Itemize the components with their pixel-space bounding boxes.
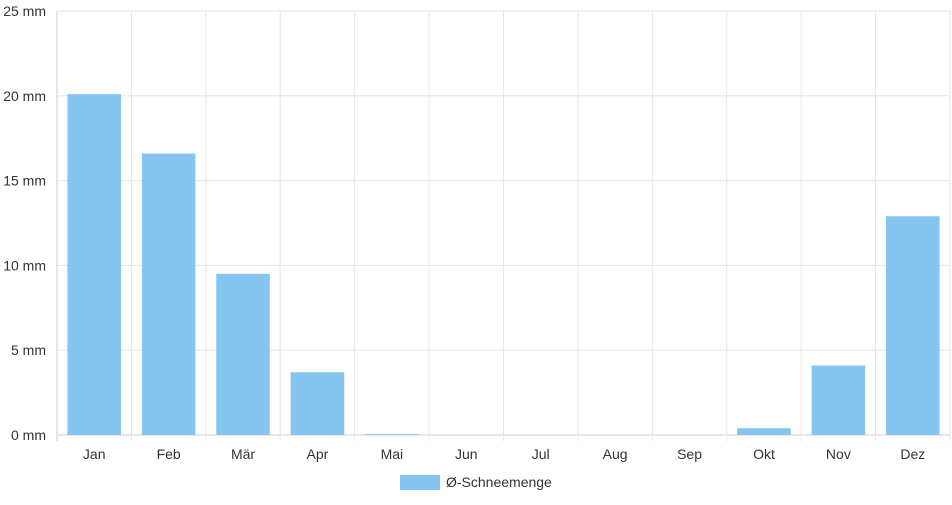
x-tick-label: Dez [900, 446, 925, 462]
y-tick-label: 10 mm [3, 257, 46, 273]
bar-mär[interactable] [216, 273, 270, 435]
y-tick-label: 5 mm [11, 342, 46, 358]
x-tick-label: Mär [231, 446, 255, 462]
x-tick-label: Nov [826, 446, 851, 462]
bar-okt[interactable] [737, 428, 791, 435]
bar-mai[interactable] [365, 434, 419, 435]
y-axis-ticks: 0 mm 5 mm 10 mm 15 mm 20 mm 25 mm [3, 3, 46, 443]
grid-lines [56, 10, 951, 441]
x-tick-label: Jan [83, 446, 106, 462]
legend[interactable]: Ø-Schneemenge [400, 474, 552, 490]
x-tick-label: Apr [307, 446, 329, 462]
y-tick-label: 25 mm [3, 3, 46, 19]
bar-dez[interactable] [886, 216, 940, 435]
bar-jan[interactable] [67, 94, 121, 435]
y-tick-label: 0 mm [11, 427, 46, 443]
legend-label: Ø-Schneemenge [446, 474, 552, 490]
legend-swatch [400, 474, 440, 490]
bars [67, 94, 940, 436]
bar-nov[interactable] [811, 365, 866, 435]
x-tick-label: Sep [677, 446, 702, 462]
bar-feb[interactable] [141, 153, 196, 436]
x-tick-label: Okt [753, 446, 775, 462]
y-tick-label: 20 mm [3, 88, 46, 104]
x-axis-ticks: Jan Feb Mär Apr Mai Jun Jul Aug Sep Okt Nov Dez [83, 446, 925, 462]
x-tick-label: Feb [157, 446, 181, 462]
x-tick-label: Mai [381, 446, 404, 462]
y-tick-label: 15 mm [3, 173, 46, 189]
x-tick-label: Jun [455, 446, 478, 462]
x-tick-label: Aug [603, 446, 628, 462]
x-tick-label: Jul [532, 446, 550, 462]
bar-apr[interactable] [290, 372, 345, 435]
